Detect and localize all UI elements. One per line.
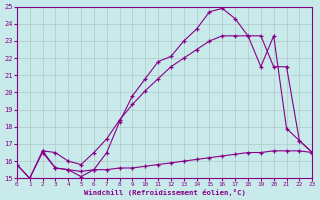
X-axis label: Windchill (Refroidissement éolien,°C): Windchill (Refroidissement éolien,°C) [84, 189, 245, 196]
